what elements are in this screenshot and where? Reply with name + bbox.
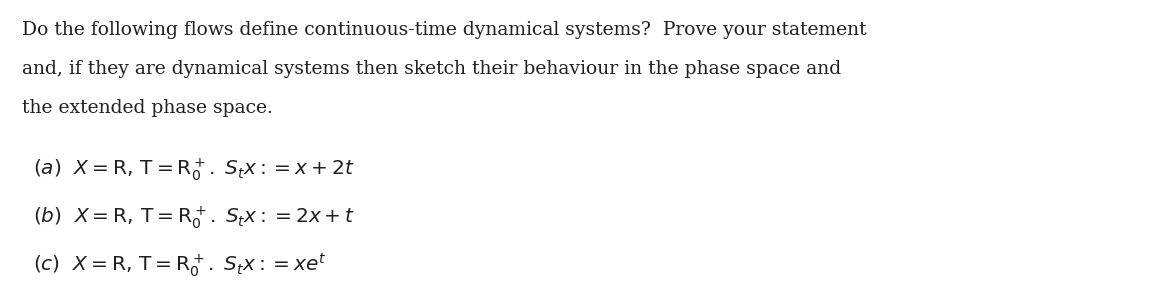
Text: $(a)$  $X = \mathrm{R},\, \mathrm{T} = \mathrm{R}_0^+.\; S_t x := x + 2t$: $(a)$ $X = \mathrm{R},\, \mathrm{T} = \m… xyxy=(33,157,355,183)
Text: Do the following flows define continuous-time dynamical systems?  Prove your sta: Do the following flows define continuous… xyxy=(22,21,866,39)
Text: the extended phase space.: the extended phase space. xyxy=(22,99,273,117)
Text: $(c)$  $X = \mathrm{R},\, \mathrm{T} = \mathrm{R}_0^+.\; S_t x := xe^t$: $(c)$ $X = \mathrm{R},\, \mathrm{T} = \m… xyxy=(33,251,327,279)
Text: and, if they are dynamical systems then sketch their behaviour in the phase spac: and, if they are dynamical systems then … xyxy=(22,60,841,78)
Text: $(b)$  $X = \mathrm{R},\, \mathrm{T} = \mathrm{R}_0^+.\; S_t x := 2x + t$: $(b)$ $X = \mathrm{R},\, \mathrm{T} = \m… xyxy=(33,204,355,231)
